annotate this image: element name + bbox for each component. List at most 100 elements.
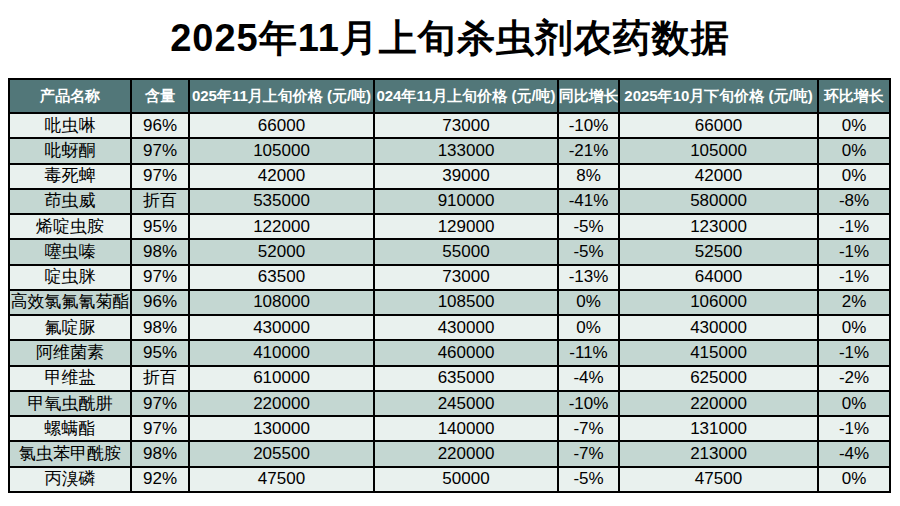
column-header: 产品名称 — [9, 79, 131, 113]
column-header: 同比增长 — [558, 79, 619, 113]
table-row: 吡虫啉96%6600073000-10%660000% — [9, 113, 890, 138]
value-cell: 折百 — [131, 366, 189, 391]
value-cell: 220000 — [374, 441, 558, 466]
column-header: 环比增长 — [818, 79, 890, 113]
pesticide-price-table: 产品名称含量025年11月上旬价格 (元/吨)024年11月上旬价格 (元/吨)… — [8, 78, 891, 493]
product-name-cell: 烯啶虫胺 — [9, 214, 131, 239]
table-row: 螺螨酯97%130000140000-7%131000-1% — [9, 416, 890, 441]
value-cell: 123000 — [619, 214, 818, 239]
value-cell: 106000 — [619, 290, 818, 315]
value-cell: 580000 — [619, 189, 818, 214]
product-name-cell: 噻虫嗪 — [9, 239, 131, 264]
value-cell: 535000 — [189, 189, 374, 214]
value-cell: 52000 — [189, 239, 374, 264]
value-cell: 52500 — [619, 239, 818, 264]
table-row: 茚虫威折百535000910000-41%580000-8% — [9, 189, 890, 214]
page: 2025年11月上旬杀虫剂农药数据 产品名称含量025年11月上旬价格 (元/吨… — [0, 0, 900, 506]
header-row: 产品名称含量025年11月上旬价格 (元/吨)024年11月上旬价格 (元/吨)… — [9, 79, 890, 113]
table-row: 烯啶虫胺95%122000129000-5%123000-1% — [9, 214, 890, 239]
table-header: 产品名称含量025年11月上旬价格 (元/吨)024年11月上旬价格 (元/吨)… — [9, 79, 890, 113]
value-cell: 205500 — [189, 441, 374, 466]
value-cell: -1% — [818, 214, 890, 239]
value-cell: -21% — [558, 138, 619, 163]
product-name-cell: 甲维盐 — [9, 366, 131, 391]
product-name-cell: 茚虫威 — [9, 189, 131, 214]
value-cell: 98% — [131, 315, 189, 340]
product-name-cell: 吡蚜酮 — [9, 138, 131, 163]
value-cell: -5% — [558, 214, 619, 239]
product-name-cell: 氯虫苯甲酰胺 — [9, 441, 131, 466]
value-cell: 97% — [131, 416, 189, 441]
value-cell: -11% — [558, 340, 619, 365]
value-cell: 95% — [131, 340, 189, 365]
value-cell: 66000 — [189, 113, 374, 138]
table-row: 氯虫苯甲酰胺98%205500220000-7%213000-4% — [9, 441, 890, 466]
value-cell: -4% — [818, 441, 890, 466]
value-cell: 122000 — [189, 214, 374, 239]
product-name-cell: 高效氯氟氰菊酯 — [9, 290, 131, 315]
value-cell: -1% — [818, 416, 890, 441]
value-cell: 460000 — [374, 340, 558, 365]
value-cell: -2% — [818, 366, 890, 391]
product-name-cell: 啶虫脒 — [9, 265, 131, 290]
value-cell: 410000 — [189, 340, 374, 365]
value-cell: 220000 — [619, 391, 818, 416]
value-cell: 39000 — [374, 164, 558, 189]
value-cell: 42000 — [619, 164, 818, 189]
value-cell: 92% — [131, 467, 189, 492]
value-cell: 98% — [131, 239, 189, 264]
value-cell: 47500 — [189, 467, 374, 492]
page-title: 2025年11月上旬杀虫剂农药数据 — [0, 13, 900, 64]
column-header: 024年11月上旬价格 (元/吨) — [374, 79, 558, 113]
value-cell: 97% — [131, 265, 189, 290]
value-cell: 95% — [131, 214, 189, 239]
value-cell: 64000 — [619, 265, 818, 290]
value-cell: -10% — [558, 391, 619, 416]
value-cell: 73000 — [374, 113, 558, 138]
value-cell: 73000 — [374, 265, 558, 290]
value-cell: -13% — [558, 265, 619, 290]
value-cell: 66000 — [619, 113, 818, 138]
value-cell: 430000 — [189, 315, 374, 340]
value-cell: 130000 — [189, 416, 374, 441]
value-cell: -5% — [558, 467, 619, 492]
product-name-cell: 螺螨酯 — [9, 416, 131, 441]
value-cell: 0% — [818, 164, 890, 189]
value-cell: 430000 — [374, 315, 558, 340]
table-row: 高效氯氟氰菊酯96%1080001085000%1060002% — [9, 290, 890, 315]
column-header: 025年11月上旬价格 (元/吨) — [189, 79, 374, 113]
table-row: 毒死蜱97%42000390008%420000% — [9, 164, 890, 189]
value-cell: 415000 — [619, 340, 818, 365]
value-cell: 108500 — [374, 290, 558, 315]
value-cell: 0% — [558, 315, 619, 340]
table-row: 甲氧虫酰肼97%220000245000-10%2200000% — [9, 391, 890, 416]
value-cell: 133000 — [374, 138, 558, 163]
value-cell: 0% — [818, 467, 890, 492]
value-cell: 8% — [558, 164, 619, 189]
value-cell: 610000 — [189, 366, 374, 391]
product-name-cell: 阿维菌素 — [9, 340, 131, 365]
value-cell: 131000 — [619, 416, 818, 441]
table-row: 吡蚜酮97%105000133000-21%1050000% — [9, 138, 890, 163]
value-cell: 0% — [818, 391, 890, 416]
product-name-cell: 丙溴磷 — [9, 467, 131, 492]
value-cell: 折百 — [131, 189, 189, 214]
value-cell: 245000 — [374, 391, 558, 416]
value-cell: 96% — [131, 113, 189, 138]
value-cell: 97% — [131, 138, 189, 163]
value-cell: 63500 — [189, 265, 374, 290]
value-cell: -1% — [818, 239, 890, 264]
product-name-cell: 氟啶脲 — [9, 315, 131, 340]
value-cell: 50000 — [374, 467, 558, 492]
product-name-cell: 吡虫啉 — [9, 113, 131, 138]
value-cell: 0% — [818, 315, 890, 340]
value-cell: -10% — [558, 113, 619, 138]
value-cell: 55000 — [374, 239, 558, 264]
product-name-cell: 甲氧虫酰肼 — [9, 391, 131, 416]
column-header: 2025年10月下旬价格 (元/吨) — [619, 79, 818, 113]
table-row: 氟啶脲98%4300004300000%4300000% — [9, 315, 890, 340]
table-row: 啶虫脒97%6350073000-13%64000-1% — [9, 265, 890, 290]
value-cell: 97% — [131, 164, 189, 189]
value-cell: -7% — [558, 416, 619, 441]
value-cell: 2% — [818, 290, 890, 315]
